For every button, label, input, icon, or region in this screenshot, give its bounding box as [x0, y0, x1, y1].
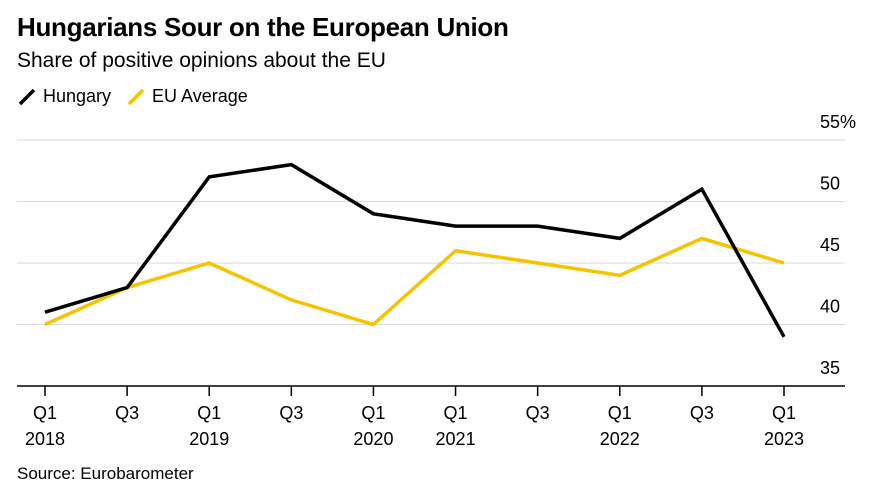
x-tick-label: Q3 [279, 403, 303, 423]
y-tick-label-45: 45 [820, 235, 840, 255]
y-tick-label-40: 40 [820, 297, 840, 317]
legend-label-eu-average: EU Average [152, 86, 248, 106]
legend-swatch-eu-average-icon [127, 88, 145, 105]
legend-label-hungary: Hungary [43, 86, 112, 106]
x-tick-year-label: 2022 [600, 429, 640, 449]
x-tick-year-label: 2018 [25, 429, 65, 449]
x-tick-label: Q1 [608, 403, 632, 423]
x-tick-label: Q3 [690, 403, 714, 423]
x-tick-label: Q1 [33, 403, 57, 423]
x-tick-label: Q1 [772, 403, 796, 423]
chart-title: Hungarians Sour on the European Union [17, 12, 509, 42]
legend-swatch-hungary-icon [18, 88, 36, 105]
x-tick-label: Q1 [361, 403, 385, 423]
x-tick-label: Q1 [444, 403, 468, 423]
x-tick-year-label: 2019 [189, 429, 229, 449]
x-tick-label: Q3 [115, 403, 139, 423]
chart-subtitle: Share of positive opinions about the EU [17, 49, 386, 72]
y-tick-label-50: 50 [820, 174, 840, 194]
legend-item-hungary: Hungary [17, 86, 111, 107]
series-line-hungary [44, 162, 786, 338]
legend: Hungary EU Average [17, 86, 263, 107]
x-tick-label: Q3 [526, 403, 550, 423]
x-tick-year-label: 2023 [764, 429, 804, 449]
x-tick-label: Q1 [197, 403, 221, 423]
source-note: Source: Eurobarometer [17, 464, 194, 483]
y-tick-label-55: 55% [820, 112, 856, 132]
x-tick-year-label: 2021 [436, 429, 476, 449]
series-line-eu-average [44, 236, 785, 327]
x-tick-year-label: 2020 [353, 429, 393, 449]
legend-item-eu-average: EU Average [126, 86, 248, 107]
y-tick-label-35: 35 [820, 358, 840, 378]
